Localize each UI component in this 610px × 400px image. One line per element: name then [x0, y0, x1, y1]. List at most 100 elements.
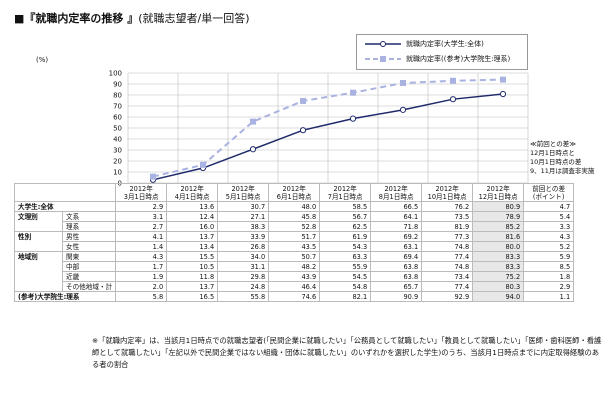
table-cell: 48.2 [268, 261, 321, 272]
row-label: (参考)大学院生:理系 [13, 291, 117, 302]
table-cell: 46.4 [268, 281, 321, 292]
row-group-label [14, 241, 63, 252]
row-sub-label: 文系 [61, 211, 117, 222]
side-note-line: 9、11月は調査非実施 [530, 167, 595, 175]
table-cell: 30.7 [217, 201, 270, 212]
row-label: 大学生:全体 [13, 201, 117, 212]
table-cell: 75.2 [472, 271, 525, 282]
table-cell: 54.5 [319, 271, 372, 282]
column-header-line: 2012年 [333, 184, 357, 193]
table-cell: 51.7 [268, 231, 321, 242]
column-header-line: 2012年 [129, 184, 153, 193]
table-cell: 94.0 [472, 291, 525, 302]
table-cell: 69.4 [370, 251, 423, 262]
table-row: その他地域・計 2.0 13.7 24.8 46.4 54.8 65.7 77.4 80.3 2.… [14, 281, 575, 292]
column-header: 2012年 3月1日時点 [115, 183, 168, 202]
row-group-label [14, 281, 63, 292]
series-line-0 [152, 93, 504, 181]
table-cell: 1.8 [523, 271, 575, 282]
table-cell: 48.0 [268, 201, 321, 212]
data-point-1 [250, 118, 256, 125]
table-cell: 77.4 [421, 251, 474, 262]
table-cell: 1.1 [523, 291, 575, 302]
table-cell: 73.4 [421, 271, 474, 282]
chart-title-main: ■『就職内定率の推移 』 [14, 12, 139, 25]
row-group-label [14, 221, 63, 232]
table-cell: 3.3 [523, 221, 575, 232]
y-axis-unit: (%) [36, 56, 49, 64]
footnote: ※「就職内定率」は、当該月1日時点での就職志望者(「民間企業に就職したい」「公務… [92, 336, 602, 369]
table-cell: 2.0 [115, 281, 168, 292]
data-point-0 [499, 90, 507, 98]
table-cell: 2.7 [115, 221, 168, 232]
table-cell: 66.5 [370, 201, 423, 212]
table-cell: 11.8 [166, 271, 219, 282]
y-tick-label: 60 [113, 114, 122, 122]
table-row: 大学生:全体 2.9 13.6 30.7 48.0 58.5 66.5 76.2 80.9 4.7 [13, 201, 575, 212]
column-header-line: 5月1日時点 [225, 192, 261, 201]
table-cell: 45.8 [268, 211, 321, 222]
row-group-label: 地域別 [14, 251, 63, 262]
table-cell: 63.8 [370, 271, 423, 282]
y-tick-label: 80 [113, 92, 122, 100]
table-cell: 54.8 [319, 281, 372, 292]
data-table: 2012年 3月1日時点 2012年 4月1日時点 2012年 5月1日時点 2012年 6月… [13, 183, 575, 302]
table-cell: 81.9 [421, 221, 474, 232]
row-group-label [14, 261, 63, 272]
column-header: 2012年 4月1日時点 [166, 183, 219, 202]
table-cell: 63.1 [370, 241, 423, 252]
y-tick-label: 70 [113, 103, 122, 111]
row-sub-label: 男性 [61, 231, 117, 242]
column-header-line: 2012年 [180, 184, 204, 193]
table-row: 女性 1.4 13.4 26.8 43.5 54.3 63.1 74.8 80.0 5.2 [14, 241, 575, 252]
legend-label-grad: 就職内定率((参考)大学院生:理系) [406, 55, 511, 63]
side-note-line: 12月1日時点と [530, 149, 575, 157]
table-cell: 4.3 [523, 231, 575, 242]
column-header-line: 2012年 [486, 184, 510, 193]
table-row: 理系 2.7 16.0 38.3 52.8 62.5 71.8 81.9 85.2 3.3 [14, 221, 575, 232]
table-cell: 10.5 [166, 261, 219, 272]
y-tick-label: 90 [113, 81, 122, 89]
data-point-1 [350, 89, 356, 96]
y-tick-label: 100 [109, 70, 122, 78]
table-cell: 5.8 [115, 291, 168, 302]
y-tick-label: 10 [113, 169, 122, 177]
table-cell: 90.9 [370, 291, 423, 302]
data-point-1 [150, 173, 156, 180]
table-cell: 1.9 [115, 271, 168, 282]
table-cell: 64.1 [370, 211, 423, 222]
table-cell: 71.8 [370, 221, 423, 232]
table-cell: 73.5 [421, 211, 474, 222]
table-cell: 16.5 [166, 291, 219, 302]
table-cell: 5.2 [523, 241, 575, 252]
row-sub-label: 中部 [61, 261, 117, 272]
table-cell: 74.6 [268, 291, 321, 302]
table-cell: 38.3 [217, 221, 270, 232]
table-cell: 4.3 [115, 251, 168, 262]
side-note-line: ≪前回との差≫ [530, 140, 577, 148]
table-cell: 80.9 [472, 201, 525, 212]
column-header-line: 4月1日時点 [174, 192, 210, 201]
legend-label-undergrad: 就職内定率(大学生:全体) [406, 40, 484, 48]
data-point-1 [200, 161, 206, 168]
row-group-label: 文理別 [14, 211, 63, 222]
column-header: 2012年 10月1日時点 [421, 183, 474, 202]
side-note: ≪前回との差≫ 12月1日時点と 10月1日時点の差 9、11月は調査非実施 [530, 140, 594, 176]
table-cell: 56.7 [319, 211, 372, 222]
table-cell: 1.7 [115, 261, 168, 272]
row-group-label [14, 271, 63, 282]
table-row: 近畿 1.9 11.8 29.8 43.9 54.5 63.8 73.4 75.2 1.8 [14, 271, 575, 282]
data-point-1 [500, 76, 506, 83]
table-header-row: 2012年 3月1日時点 2012年 4月1日時点 2012年 5月1日時点 2012年 6月… [13, 183, 575, 202]
table-cell: 2.9 [523, 281, 575, 292]
table-cell: 16.0 [166, 221, 219, 232]
table-cell: 27.1 [217, 211, 270, 222]
table-cell: 69.2 [370, 231, 423, 242]
table-cell: 13.6 [166, 201, 219, 212]
table-row: 性別 男性 4.1 13.7 33.9 51.7 61.9 69.2 77.3 81.6 4.3 [14, 231, 575, 242]
table-cell: 15.5 [166, 251, 219, 262]
data-point-1 [450, 77, 456, 84]
y-tick-label: 40 [113, 136, 122, 144]
table-cell: 13.7 [166, 281, 219, 292]
column-header: 2012年 7月1日時点 [319, 183, 372, 202]
